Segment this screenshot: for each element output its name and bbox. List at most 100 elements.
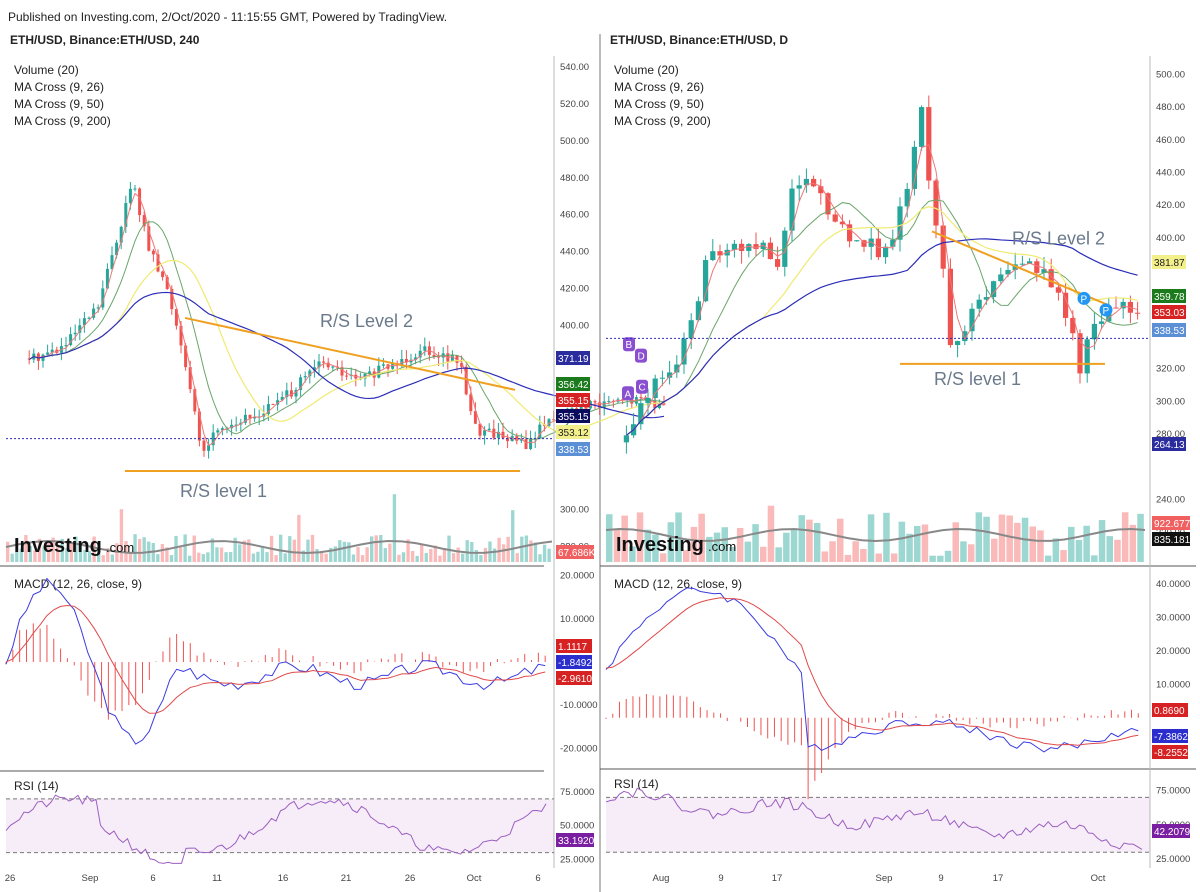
volume-bar [998,514,1006,562]
candle-body [271,404,275,406]
candle-body [363,373,367,379]
volume-bar [165,547,169,562]
pattern-marker-label: B [626,340,633,351]
volume-bar [898,521,906,562]
candle-body [161,271,165,278]
price-label: 371.19 [558,354,589,365]
candle-body [1041,269,1047,273]
x-tick-label: 26 [5,873,16,884]
candle-body [473,411,477,424]
price-tick-label: 440.00 [1156,167,1185,178]
price-label-box [556,351,590,365]
x-tick-label: Oct [467,873,482,884]
rsi-label: 42.2079 [1154,827,1191,838]
candle-body [483,430,487,436]
indicator-label: MA Cross (9, 26) [14,80,104,94]
annotation-rs-level-2: R/S Level 2 [320,311,413,331]
candle-body [1063,292,1069,318]
candle-body [216,430,220,433]
volume-bar [438,555,442,562]
price-label-box [1152,289,1186,303]
price-label: 353.03 [1154,308,1185,319]
volume-bar [37,538,42,562]
rsi-title: RSI (14) [14,779,59,793]
x-tick-label: Sep [82,873,99,884]
candle-body [919,107,925,147]
volume-bar [775,547,782,562]
volume-bar [706,536,713,562]
volume-bar [433,545,438,562]
volume-bar [28,546,33,562]
macd-signal-line [605,597,1139,746]
pattern-marker [622,386,634,401]
volume-bar [324,553,328,562]
candle-body [340,367,344,376]
volume-bar [456,547,460,562]
volume-bar [952,522,959,562]
candle-body [803,178,809,186]
volume-bar [542,544,547,562]
candle-body [1099,321,1105,324]
candle-body [883,246,889,258]
price-tick-label: 240.00 [1156,495,1185,506]
volume-bar [6,541,10,562]
published-caption: Published on Investing.com, 2/Oct/2020 -… [8,10,448,24]
candle-body [294,389,298,397]
volume-bar [415,555,419,562]
price-label: 353.12 [558,428,589,439]
candle-body [638,403,644,425]
candle-body [653,401,657,408]
volume-bar [360,555,365,562]
macd-label-box [556,639,592,653]
price-tick-label: 460.00 [560,210,589,221]
candle-body [207,445,211,451]
price-tick-label: 320.00 [1156,364,1185,375]
x-tick-label: 11 [212,873,222,884]
candle-body [147,226,151,251]
volume-bar [51,537,55,562]
candle-body [391,363,395,369]
candle-body [818,186,824,194]
candle-body [825,193,831,215]
candle-body [1070,317,1076,334]
candle-body [151,250,155,255]
volume-bar [744,541,752,562]
price-tick-label: 280.00 [1156,429,1185,440]
volume-bar [224,552,228,562]
volume-bar [813,522,821,562]
macd-pane: MACD (12, 26, close, 9) 40.0000 30.0000 20.… [605,577,1190,800]
volume-bar [975,512,983,562]
volume-bar [921,524,929,562]
candle-body [933,180,939,226]
candle-body [621,399,625,401]
pattern-marker [635,348,647,363]
volume-bar [192,535,196,562]
candle-body [717,251,723,256]
volume-bar [379,534,383,562]
x-tick-label: Aug [653,873,670,884]
volume-bar [698,513,705,562]
candle-body [248,414,252,419]
candle-body [657,403,661,408]
volume-bar [1037,530,1044,562]
price-label-box [1152,323,1186,337]
volume-bar [644,529,651,562]
macd-label: 1.1117 [558,642,588,653]
x-tick-label: 21 [341,873,352,884]
indicator-label: Volume (20) [614,63,679,77]
volume-bar [297,514,301,562]
macd-label-box [1152,729,1188,743]
price-tick-label: 480.00 [1156,102,1185,113]
candle-body [174,309,178,326]
volume-bar [374,535,378,562]
volume-bar [515,553,519,562]
volume-bar [497,537,501,562]
price-label: 264.13 [1154,440,1185,451]
volume-label: 67.686K [558,548,596,559]
macd-tick-label: -10.0000 [560,700,598,711]
candle-body [101,288,105,308]
volume-bar [991,538,998,562]
volume-bar [636,512,644,562]
candle-body [41,354,45,361]
